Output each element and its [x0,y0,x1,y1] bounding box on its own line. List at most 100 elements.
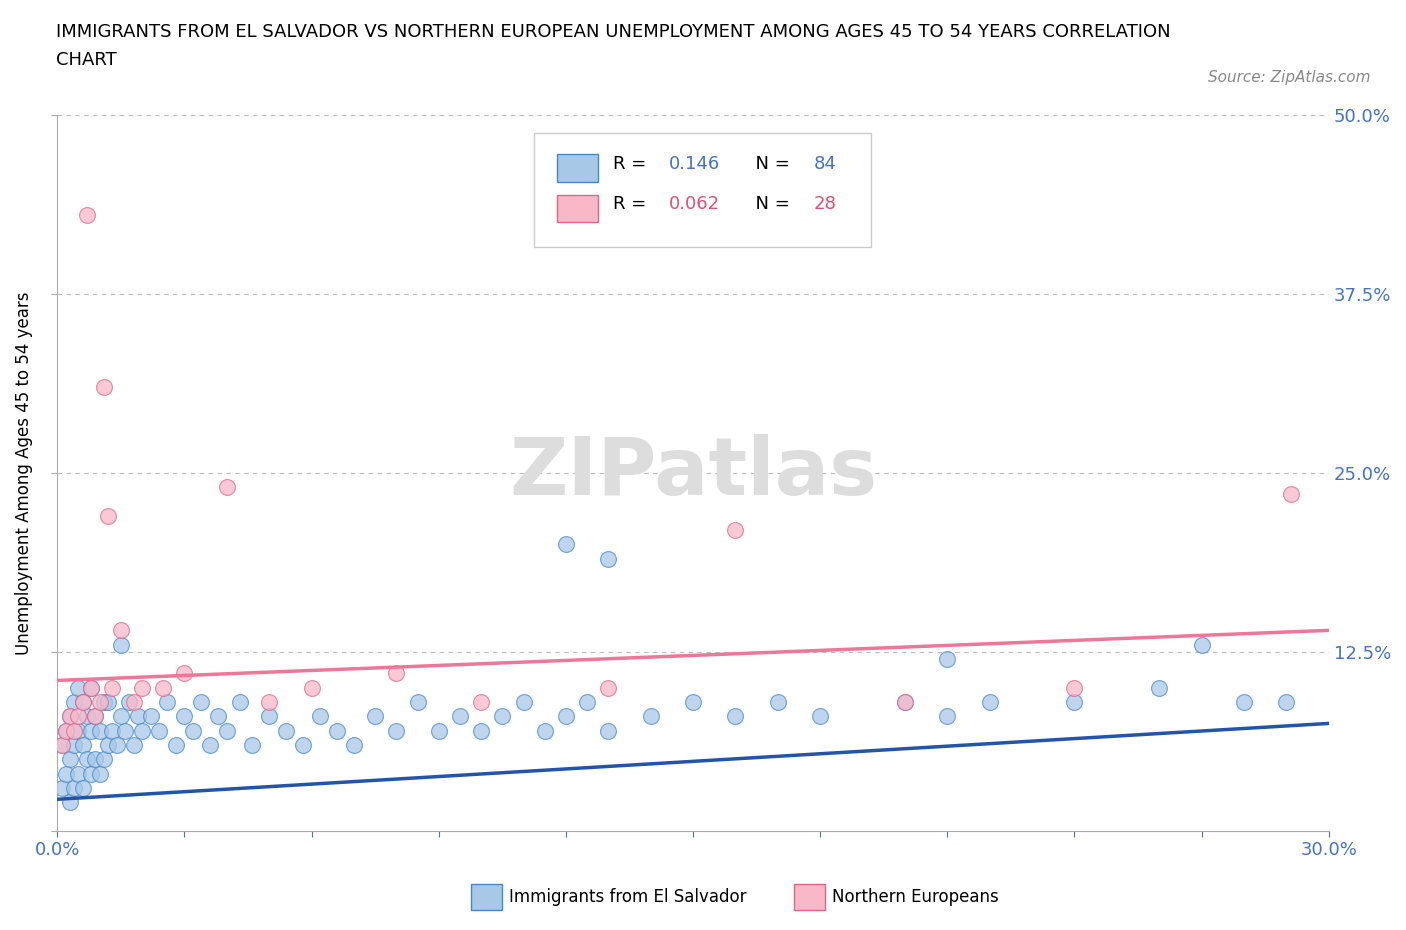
Point [682,695,704,710]
FancyBboxPatch shape [557,154,598,181]
FancyBboxPatch shape [557,195,598,222]
Point [105,737,128,752]
Point [76,751,98,766]
Point [51,737,73,752]
Point [97,737,120,752]
Point [59,709,82,724]
Point [72,780,94,795]
Point [80,766,103,781]
Point [72,695,94,710]
Point [67,680,90,695]
Point [110,637,132,652]
Point [72,737,94,752]
Point [598,680,620,695]
Point [207,709,229,724]
Point [101,724,124,738]
Point [343,737,366,752]
Point [55,724,77,738]
Point [63,780,86,795]
Point [1275,695,1298,710]
Point [190,695,212,710]
Y-axis label: Unemployment Among Ages 45 to 54 years: Unemployment Among Ages 45 to 54 years [15,291,32,655]
Point [89,766,111,781]
Point [93,695,115,710]
Point [215,724,238,738]
Point [55,766,77,781]
Point [80,724,103,738]
Point [84,751,107,766]
Point [84,709,107,724]
Point [122,737,145,752]
Point [101,680,124,695]
Point [257,709,280,724]
Point [59,751,82,766]
Point [84,709,107,724]
Point [181,724,204,738]
Point [1147,680,1170,695]
Point [93,751,115,766]
Point [292,737,315,752]
Point [554,537,576,551]
Text: R =: R = [613,155,652,173]
Point [309,709,332,724]
Point [1063,680,1085,695]
Point [152,680,174,695]
Point [97,695,120,710]
Point [1191,637,1213,652]
Point [240,737,263,752]
Point [110,623,132,638]
Point [406,695,429,710]
Point [512,695,534,710]
Text: 0.062: 0.062 [669,195,720,214]
Point [173,709,195,724]
Point [301,680,323,695]
Point [724,709,747,724]
Point [936,652,959,667]
Point [80,680,103,695]
Point [67,766,90,781]
Point [59,795,82,810]
FancyBboxPatch shape [534,133,872,247]
Point [127,709,149,724]
Text: N =: N = [744,195,796,214]
Point [156,695,179,710]
Point [63,737,86,752]
Point [97,509,120,524]
Point [936,709,959,724]
Text: ZIPatlas: ZIPatlas [509,434,877,512]
Point [165,737,187,752]
Text: Source: ZipAtlas.com: Source: ZipAtlas.com [1208,70,1371,85]
Point [979,695,1001,710]
Point [67,724,90,738]
Point [173,666,195,681]
Point [724,523,747,538]
Point [427,724,450,738]
Point [93,379,115,394]
Point [385,724,408,738]
Point [491,709,513,724]
Point [215,480,238,495]
Point [139,709,162,724]
Point [89,724,111,738]
Text: Immigrants from El Salvador: Immigrants from El Salvador [509,887,747,906]
Text: CHART: CHART [56,51,117,69]
Text: N =: N = [744,155,796,173]
Point [276,724,298,738]
Point [114,724,136,738]
Point [51,780,73,795]
Point [640,709,662,724]
Point [59,709,82,724]
Point [55,724,77,738]
Point [80,680,103,695]
Point [1233,695,1256,710]
Point [364,709,387,724]
Point [808,709,831,724]
Point [76,207,98,222]
Point [198,737,221,752]
Point [228,695,250,710]
Point [51,737,73,752]
Point [1279,487,1302,502]
Point [89,695,111,710]
Text: 84: 84 [814,155,837,173]
Point [894,695,917,710]
